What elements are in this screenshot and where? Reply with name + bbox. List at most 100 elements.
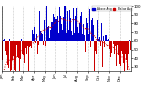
Bar <box>2 41 3 52</box>
Bar <box>65 12 66 41</box>
Bar <box>35 41 36 43</box>
Bar <box>100 41 101 46</box>
Bar <box>73 8 74 41</box>
Bar <box>87 23 88 41</box>
Bar <box>60 16 61 41</box>
Bar <box>15 41 16 78</box>
Bar <box>25 41 26 48</box>
Bar <box>8 41 9 68</box>
Bar <box>29 41 30 47</box>
Bar <box>30 41 31 46</box>
Bar <box>120 41 121 66</box>
Bar <box>43 41 44 45</box>
Bar <box>24 41 25 63</box>
Bar <box>101 23 102 41</box>
Bar <box>28 34 29 41</box>
Bar <box>55 19 56 41</box>
Bar <box>83 35 84 41</box>
Bar <box>75 16 76 41</box>
Bar <box>34 27 35 41</box>
Bar <box>39 30 40 41</box>
Bar <box>38 41 39 45</box>
Bar <box>106 35 107 41</box>
Bar <box>107 39 108 41</box>
Bar <box>85 41 86 52</box>
Bar <box>64 6 65 41</box>
Bar <box>3 40 4 41</box>
Bar <box>79 23 80 41</box>
Bar <box>12 41 13 60</box>
Bar <box>46 6 47 41</box>
Bar <box>82 34 83 41</box>
Bar <box>72 35 73 41</box>
Bar <box>116 41 117 66</box>
Bar <box>59 7 60 41</box>
Bar <box>76 8 77 41</box>
Bar <box>5 41 6 51</box>
Bar <box>49 37 50 41</box>
Bar <box>19 41 20 73</box>
Bar <box>7 41 8 64</box>
Bar <box>50 29 51 41</box>
Bar <box>74 33 75 41</box>
Bar <box>10 41 11 74</box>
Bar <box>63 17 64 41</box>
Bar <box>31 41 32 48</box>
Bar <box>47 27 48 41</box>
Bar <box>26 41 27 54</box>
Bar <box>88 34 89 41</box>
Bar <box>61 24 62 41</box>
Bar <box>113 41 114 44</box>
Bar <box>69 10 70 41</box>
Bar <box>27 27 28 41</box>
Bar <box>68 30 69 41</box>
Bar <box>32 30 33 41</box>
Bar <box>66 33 67 41</box>
Bar <box>90 41 91 47</box>
Bar <box>23 41 24 55</box>
Bar <box>95 39 96 41</box>
Bar <box>67 11 68 41</box>
Bar <box>92 18 93 41</box>
Bar <box>103 36 104 41</box>
Bar <box>33 34 34 41</box>
Bar <box>128 41 129 68</box>
Bar <box>58 33 59 41</box>
Bar <box>89 9 90 41</box>
Bar <box>51 22 52 41</box>
Bar <box>105 35 106 41</box>
Bar <box>93 25 94 41</box>
Bar <box>102 17 103 41</box>
Bar <box>99 37 100 41</box>
Bar <box>94 41 95 75</box>
Bar <box>16 41 17 45</box>
Bar <box>44 20 45 41</box>
Bar <box>78 33 79 41</box>
Bar <box>37 41 38 54</box>
Bar <box>21 39 22 41</box>
Bar <box>9 39 10 41</box>
Bar <box>54 17 55 41</box>
Bar <box>127 41 128 70</box>
Bar <box>124 41 125 75</box>
Bar <box>45 41 46 46</box>
Bar <box>81 12 82 41</box>
Bar <box>91 20 92 41</box>
Bar <box>42 34 43 41</box>
Bar <box>115 41 116 46</box>
Bar <box>22 41 23 54</box>
Bar <box>98 39 99 41</box>
Bar <box>114 41 115 54</box>
Bar <box>104 41 105 47</box>
Bar <box>4 39 5 41</box>
Bar <box>13 41 14 56</box>
Bar <box>118 41 119 55</box>
Bar <box>52 22 53 41</box>
Bar <box>62 30 63 41</box>
Bar <box>56 19 57 41</box>
Bar <box>86 18 87 41</box>
Legend: Above Avg, Below Avg: Above Avg, Below Avg <box>92 6 132 11</box>
Bar <box>11 41 12 70</box>
Bar <box>122 41 123 54</box>
Bar <box>129 40 130 41</box>
